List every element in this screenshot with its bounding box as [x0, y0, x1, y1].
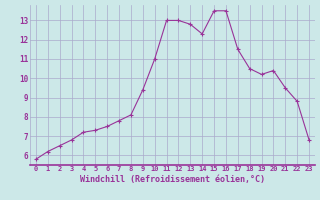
X-axis label: Windchill (Refroidissement éolien,°C): Windchill (Refroidissement éolien,°C) [80, 175, 265, 184]
